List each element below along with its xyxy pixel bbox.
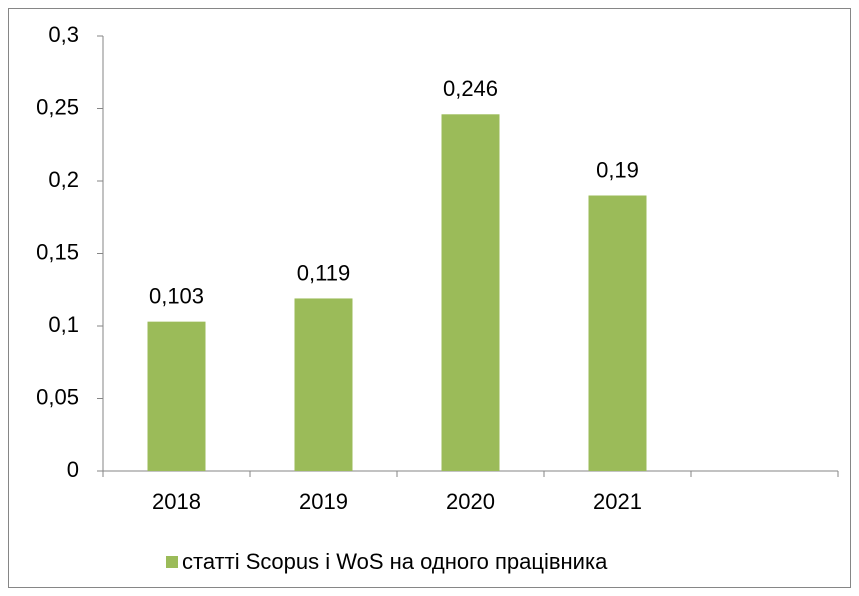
bar bbox=[588, 195, 647, 471]
y-tick-label: 0 bbox=[67, 457, 79, 482]
bar bbox=[294, 298, 353, 471]
x-tick-label: 2020 bbox=[446, 489, 495, 514]
x-tick-label: 2018 bbox=[152, 489, 201, 514]
data-label: 0,19 bbox=[596, 157, 639, 182]
legend-label: статті Scopus і WoS на одного працівника bbox=[182, 549, 608, 574]
y-tick-label: 0,25 bbox=[36, 94, 79, 119]
y-tick-label: 0,2 bbox=[48, 167, 79, 192]
x-tick-label: 2019 bbox=[299, 489, 348, 514]
y-tick-label: 0,3 bbox=[48, 22, 79, 47]
legend-swatch bbox=[166, 556, 178, 568]
y-tick-label: 0,05 bbox=[36, 384, 79, 409]
y-tick-label: 0,15 bbox=[36, 239, 79, 264]
chart-border bbox=[8, 8, 851, 588]
bar bbox=[441, 114, 500, 472]
x-tick-label: 2021 bbox=[593, 489, 642, 514]
data-label: 0,119 bbox=[297, 260, 350, 285]
data-label: 0,103 bbox=[149, 283, 204, 308]
data-label: 0,246 bbox=[443, 76, 498, 101]
y-tick-label: 0,1 bbox=[48, 312, 79, 337]
bar bbox=[147, 321, 206, 471]
